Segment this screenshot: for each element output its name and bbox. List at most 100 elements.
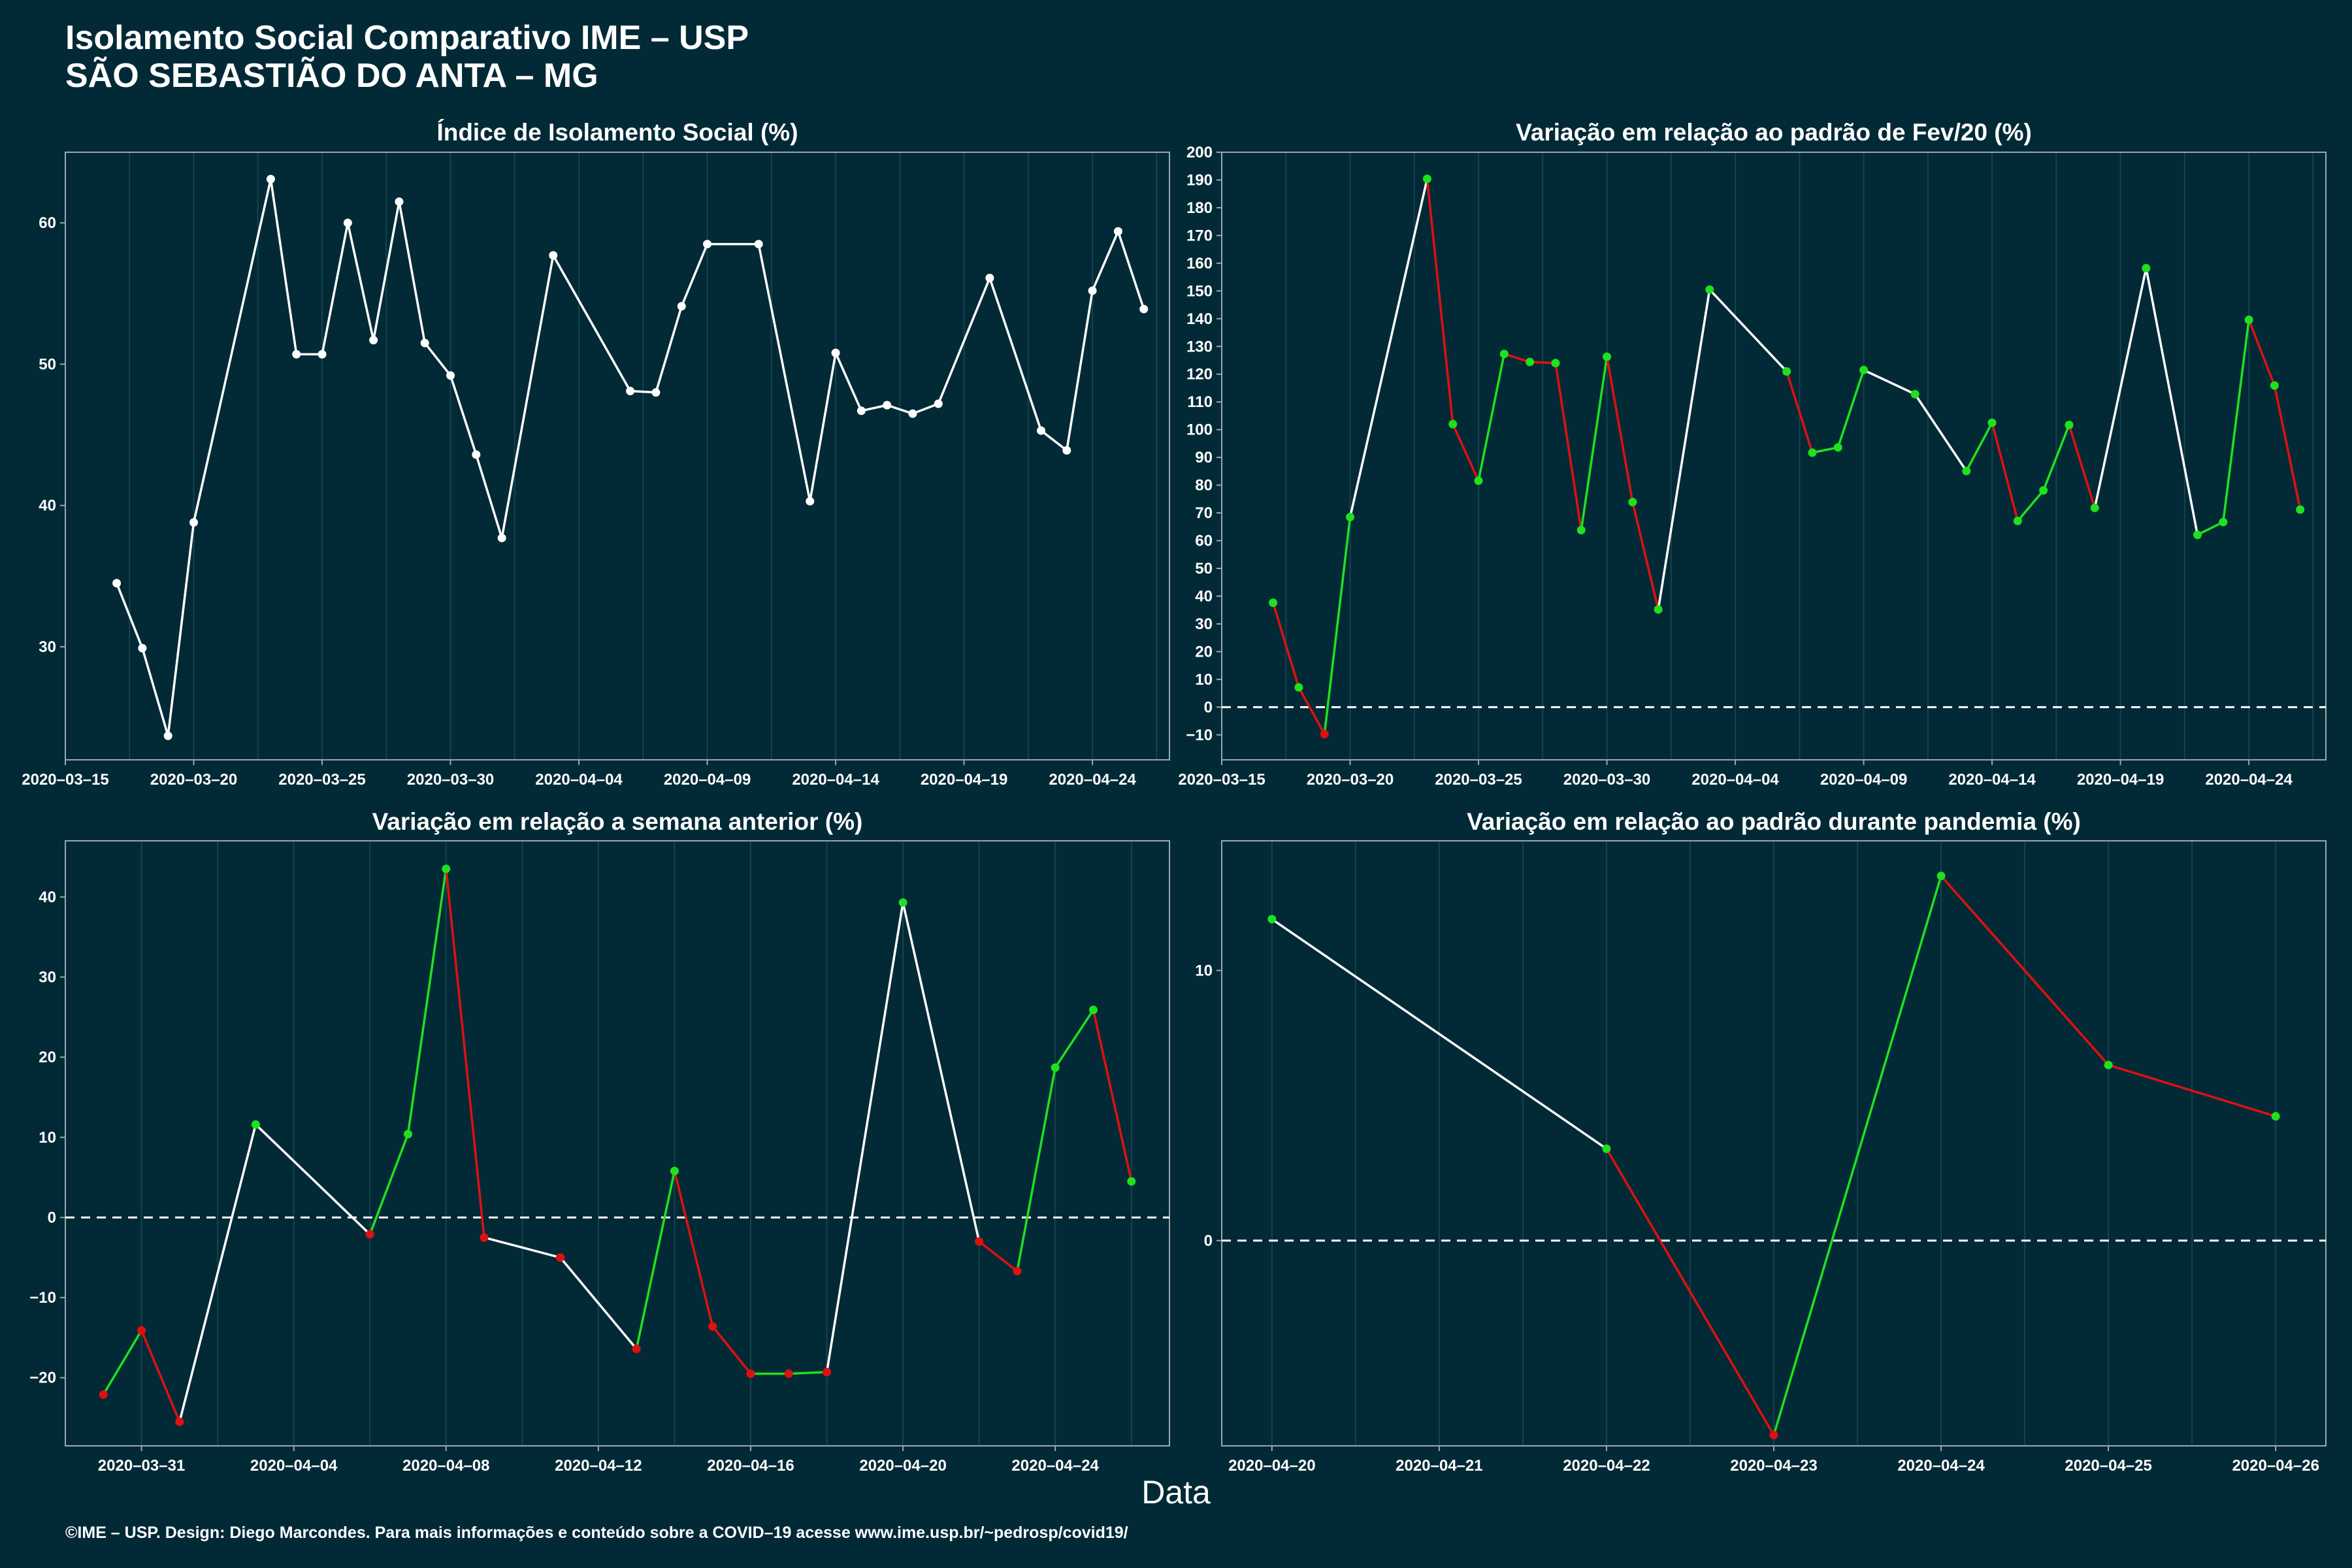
y-tick-label: 130	[1186, 338, 1213, 355]
data-point	[1499, 350, 1509, 359]
series-segment	[809, 352, 837, 502]
y-tick-label: 60	[1195, 532, 1213, 550]
x-tick-label: 2020–04–04	[1691, 771, 1779, 789]
series-segment	[2108, 1064, 2276, 1118]
y-tick-label: 0	[1204, 1232, 1213, 1250]
series-segment	[680, 243, 709, 307]
data-point	[1127, 1177, 1136, 1186]
data-point	[934, 399, 943, 408]
x-tick-label: 2020–04–21	[1396, 1457, 1482, 1475]
data-point	[472, 450, 481, 459]
data-point	[2039, 486, 2048, 495]
y-tick-label: 180	[1186, 199, 1213, 217]
x-tick-label: 2020–04–24	[1011, 1457, 1099, 1475]
y-tick-label: −10	[1186, 727, 1213, 744]
series-segment	[1271, 918, 1607, 1150]
data-point	[175, 1417, 184, 1426]
series-segment	[1298, 687, 1326, 735]
y-tick-label: 140	[1186, 310, 1213, 328]
series-segment	[140, 1330, 181, 1422]
data-point	[1036, 426, 1045, 435]
series-segment	[398, 201, 426, 344]
data-point	[1782, 367, 1791, 376]
data-point	[626, 387, 635, 396]
x-tick-label: 2020–04–20	[1228, 1457, 1315, 1475]
data-point	[1526, 357, 1535, 367]
series-segment	[1812, 446, 1838, 454]
data-point	[883, 400, 892, 410]
series-segment	[2093, 268, 2148, 508]
series-segment	[1965, 422, 1993, 472]
x-tick-label: 2020–03–20	[150, 771, 237, 789]
series-segment	[1914, 393, 1968, 472]
data-point	[985, 273, 994, 282]
data-point	[746, 1369, 755, 1379]
panel-title: Índice de Isolamento Social (%)	[436, 119, 798, 146]
series-segment	[1785, 370, 1814, 453]
series-segment	[1529, 361, 1556, 365]
chart-title-line1: Isolamento Social Comparativo IME – USP	[65, 19, 749, 57]
x-tick-label: 2020–04–12	[555, 1457, 642, 1475]
series-segment	[978, 1240, 1018, 1273]
x-tick-label: 2020–04–24	[2205, 771, 2293, 789]
series-segment	[552, 255, 632, 392]
x-tick-label: 2020–04–19	[921, 771, 1007, 789]
data-point	[831, 348, 840, 357]
y-tick-label: 120	[1186, 366, 1213, 384]
y-tick-label: 30	[39, 638, 56, 656]
x-tick-label: 2020–03–30	[1563, 771, 1650, 789]
chart-title-line2: SÃO SEBASTIÃO DO ANTA – MG	[65, 57, 598, 95]
data-point	[1859, 365, 1869, 374]
data-point	[2142, 264, 2151, 273]
y-tick-label: 40	[39, 497, 56, 515]
x-tick-label: 2020–04–23	[1730, 1457, 1817, 1475]
x-tick-label: 2020–03–15	[22, 771, 108, 789]
series-segment	[269, 178, 298, 355]
series-segment	[673, 1170, 714, 1327]
footer-credit: ©IME – USP. Design: Diego Marcondes. Par…	[65, 1524, 1128, 1542]
data-point	[365, 1230, 374, 1239]
y-tick-label: 170	[1186, 227, 1213, 244]
data-point	[2296, 505, 2305, 514]
series-segment	[559, 1256, 638, 1350]
data-point	[2270, 381, 2279, 390]
series-segment	[178, 1124, 257, 1422]
series-segment	[630, 389, 657, 394]
data-point	[1051, 1063, 1060, 1072]
x-tick-label: 2020–04–14	[1948, 771, 2036, 789]
data-point	[2065, 420, 2074, 429]
data-point	[908, 409, 917, 418]
y-tick-label: 0	[48, 1209, 56, 1226]
series-segment	[1091, 231, 1120, 291]
series-segment	[1554, 363, 1582, 531]
data-point	[2104, 1060, 2113, 1070]
series-segment	[406, 868, 448, 1135]
series-segment	[1503, 353, 1531, 363]
data-point	[632, 1345, 641, 1354]
y-tick-label: 100	[1186, 421, 1213, 439]
data-point	[1551, 359, 1560, 368]
panel-border	[1221, 152, 2327, 760]
y-tick-label: −20	[29, 1369, 56, 1387]
x-tick-label: 2020–04–20	[859, 1457, 946, 1475]
x-tick-label: 2020–04–14	[792, 771, 879, 789]
series-segment	[887, 404, 913, 415]
data-point	[446, 371, 455, 380]
data-point	[1474, 476, 1483, 485]
series-segment	[1772, 875, 1942, 1435]
series-segment	[449, 375, 478, 455]
data-point	[754, 240, 763, 249]
x-tick-label: 2020–03–25	[278, 771, 365, 789]
data-point	[369, 336, 378, 345]
series-segment	[167, 522, 195, 736]
series-segment	[321, 222, 350, 355]
data-point	[1113, 227, 1122, 236]
x-tick-label: 2020–04–04	[535, 771, 623, 789]
series-segment	[475, 454, 503, 538]
data-point	[1628, 497, 1637, 506]
series-segment	[912, 402, 939, 415]
series-segment	[1708, 289, 1788, 372]
data-point	[1769, 1430, 1778, 1439]
data-point	[1320, 730, 1329, 739]
